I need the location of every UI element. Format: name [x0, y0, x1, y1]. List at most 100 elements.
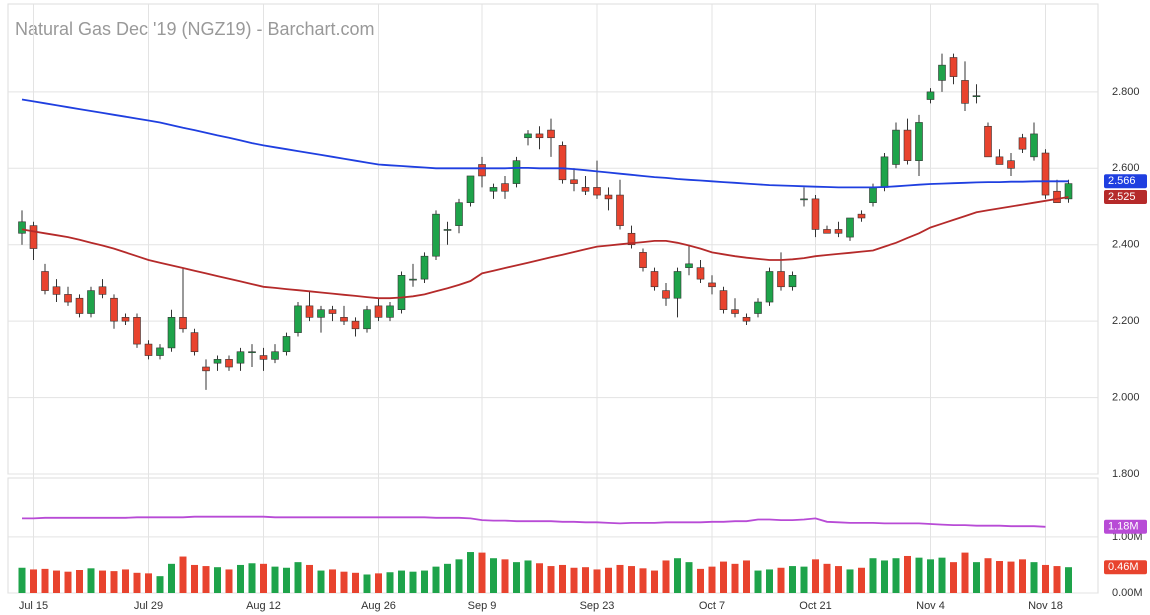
candle-body: [340, 317, 348, 322]
volume-bar: [260, 563, 267, 593]
candle-body: [259, 355, 268, 360]
volume-bar: [685, 562, 693, 593]
value-tag-label: 1.18M: [1108, 521, 1139, 533]
volume-bar: [168, 563, 175, 593]
candle-body: [593, 187, 601, 196]
volume-bar: [904, 555, 911, 593]
volume-bar: [375, 573, 382, 593]
candle-body: [225, 359, 233, 368]
volume-bar: [754, 570, 762, 593]
volume-bar: [122, 569, 129, 593]
candle-body: [685, 263, 693, 268]
line-series: [21, 98, 1069, 189]
volume-bar: [1042, 564, 1049, 593]
value-tag: [1104, 174, 1147, 189]
y-tick-label: 0.00M: [1112, 587, 1143, 599]
volume-bar: [179, 556, 187, 593]
volume-bar: [53, 570, 60, 593]
volume-bar: [110, 571, 118, 593]
candle-body: [662, 290, 670, 299]
volume-bar: [674, 558, 681, 593]
line-series: [22, 515, 1046, 528]
volume-bar: [559, 564, 566, 593]
candle-body: [823, 229, 831, 234]
candle-body: [248, 351, 256, 354]
candle-body: [110, 297, 118, 322]
volume-bar: [524, 560, 532, 593]
x-tick-label: Jul 29: [134, 600, 163, 612]
value-tag: [1104, 519, 1147, 534]
candle-body: [317, 309, 325, 318]
candle-body: [41, 271, 49, 291]
candle-body: [397, 275, 406, 310]
candle-body: [949, 57, 958, 77]
y-tick-label: 2.600: [1112, 162, 1140, 174]
candle-body: [432, 213, 440, 257]
line-series: [21, 196, 1069, 300]
volume-bar: [64, 571, 72, 593]
volume-bar: [720, 561, 727, 593]
candle-body: [869, 187, 877, 203]
volume-bar: [409, 571, 417, 593]
volume-bar: [996, 561, 1003, 593]
candle-body: [1030, 133, 1038, 158]
volume-bar: [145, 573, 152, 593]
volume-bar: [1030, 562, 1038, 593]
volume-bar: [386, 572, 394, 593]
candle-body: [903, 129, 912, 161]
candle-body: [639, 252, 647, 268]
candle-body: [282, 336, 291, 353]
volume-bar: [340, 571, 348, 593]
volume-bar: [1007, 561, 1015, 593]
volume-bar: [835, 566, 842, 593]
candle-body: [420, 255, 429, 280]
x-tick-label: Nov 18: [1028, 600, 1063, 612]
candle-body: [926, 91, 935, 100]
candle-body: [87, 290, 95, 314]
volume-bar: [133, 572, 141, 593]
candle-body: [961, 80, 969, 104]
volume-bar: [41, 568, 49, 593]
candle-body: [512, 160, 521, 184]
volume-bar: [593, 569, 601, 593]
x-tick-label: Aug 12: [246, 600, 281, 612]
candle-body: [938, 64, 946, 81]
candle-body: [834, 229, 843, 234]
candle-body: [466, 175, 475, 203]
candle-body: [570, 179, 578, 184]
volume-bar: [76, 570, 83, 593]
volume-bar: [156, 576, 164, 593]
candle-body: [156, 347, 164, 356]
volume-bar: [938, 557, 946, 593]
candle-body: [811, 198, 820, 230]
volume-bar: [789, 566, 796, 593]
candle-body: [1041, 152, 1050, 196]
candle-body: [915, 122, 923, 161]
x-tick-label: Sep 23: [580, 600, 615, 612]
volume-bar: [605, 567, 612, 593]
candle-body: [202, 366, 210, 372]
volume-bar: [501, 559, 509, 593]
value-tag-label: 2.525: [1108, 191, 1136, 203]
volume-bar: [317, 570, 325, 593]
value-tag: [1104, 189, 1147, 204]
candle-body: [604, 194, 613, 200]
volume-bar: [306, 564, 313, 593]
candle-body: [673, 271, 682, 299]
candle-body: [1018, 137, 1027, 150]
volume-bar: [421, 570, 428, 593]
candle-body: [788, 275, 797, 288]
volume-bar: [651, 570, 658, 593]
candle-body: [64, 294, 72, 303]
candle-body: [857, 213, 866, 219]
volume-bar: [237, 564, 244, 593]
candle-body: [294, 305, 302, 333]
volume-bar: [18, 567, 26, 593]
candle-body: [179, 317, 187, 330]
candle-body: [558, 145, 567, 181]
y-tick-label: 1.800: [1112, 468, 1140, 480]
volume-bar: [616, 564, 624, 593]
candle-body: [443, 229, 452, 231]
volume-bar: [398, 570, 405, 593]
value-tag-label: 2.566: [1108, 175, 1136, 187]
